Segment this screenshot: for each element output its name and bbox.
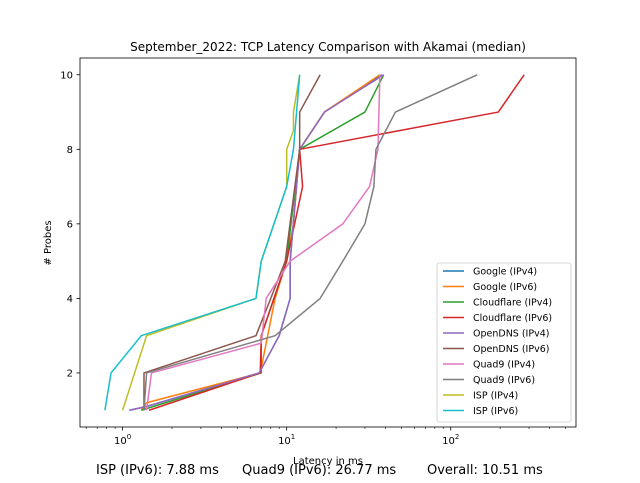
series-line-4 bbox=[129, 74, 385, 411]
series-line-8 bbox=[121, 74, 301, 411]
y-tick-label-4: 10 bbox=[60, 70, 73, 81]
legend: Google (IPv4) Google (IPv6) Cloudflare (IP… bbox=[436, 262, 572, 423]
legend-label-7: Quad9 (IPv6) bbox=[473, 375, 535, 386]
y-axis: 2 4 6 8 10 bbox=[60, 70, 80, 379]
series-line-0 bbox=[129, 74, 383, 411]
chart-title: September_2022: TCP Latency Comparison w… bbox=[130, 40, 526, 54]
legend-label-3: Cloudflare (IPv6) bbox=[473, 313, 552, 324]
legend-label-6: Quad9 (IPv4) bbox=[473, 360, 535, 371]
legend-label-0: Google (IPv4) bbox=[473, 267, 537, 278]
x-axis: 100 101 102 bbox=[85, 427, 566, 447]
legend-label-1: Google (IPv6) bbox=[473, 282, 537, 293]
x-tick-label-1: 101 bbox=[278, 433, 295, 447]
footer-overall: Overall: 10.51 ms bbox=[427, 463, 543, 478]
series-line-3 bbox=[148, 74, 525, 411]
footer-quad9-ipv6: Quad9 (IPv6): 26.77 ms bbox=[242, 463, 397, 478]
legend-label-2: Cloudflare (IPv4) bbox=[473, 298, 552, 309]
legend-label-5: OpenDNS (IPv6) bbox=[473, 344, 549, 355]
series-line-9 bbox=[104, 74, 301, 411]
series-layer bbox=[104, 74, 525, 411]
plot-frame bbox=[79, 57, 577, 428]
y-tick-label-2: 6 bbox=[67, 219, 73, 230]
legend-label-4: OpenDNS (IPv4) bbox=[473, 329, 549, 340]
legend-label-8: ISP (IPv4) bbox=[473, 391, 518, 402]
legend-label-9: ISP (IPv6) bbox=[473, 406, 518, 417]
x-axis-label: Latency in ms bbox=[293, 456, 363, 467]
footer-isp-ipv6: ISP (IPv6): 7.88 ms bbox=[96, 463, 219, 478]
y-tick-label-3: 8 bbox=[67, 145, 73, 156]
series-line-7 bbox=[143, 74, 478, 411]
x-tick-label-2: 102 bbox=[442, 433, 459, 447]
y-tick-label-1: 4 bbox=[67, 294, 73, 305]
legend-frame bbox=[436, 262, 572, 423]
summary-footer: ISP (IPv6): 7.88 ms Quad9 (IPv6): 26.77 … bbox=[0, 463, 640, 483]
y-tick-label-0: 2 bbox=[67, 368, 73, 379]
x-tick-label-0: 100 bbox=[114, 433, 131, 447]
y-axis-label: # Probes bbox=[43, 220, 54, 265]
